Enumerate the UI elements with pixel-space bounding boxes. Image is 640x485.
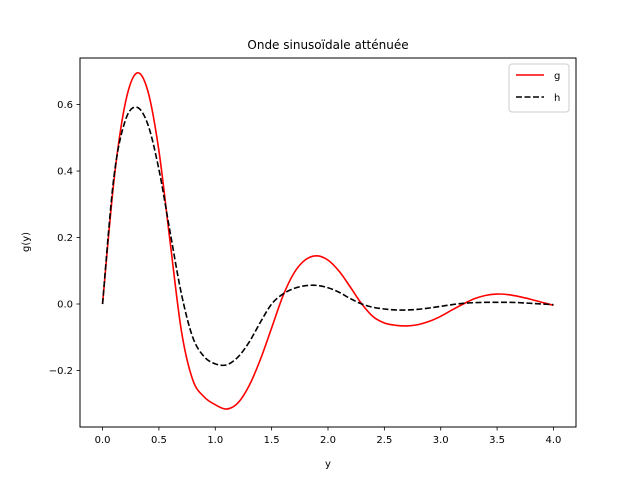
x-tick-label: 0.0 [95, 435, 111, 446]
x-tick-label: 2.5 [376, 435, 392, 446]
y-tick-label: −0.2 [49, 366, 73, 377]
x-tick-label: 1.5 [264, 435, 280, 446]
y-axis-ticks: −0.2 0.0 0.2 0.4 0.6 [49, 100, 80, 377]
x-axis-ticks: 0.0 0.5 1.0 1.5 2.0 2.5 3.0 3.5 4.0 [95, 427, 562, 446]
x-tick-label: 2.0 [320, 435, 336, 446]
y-axis-label: g(y) [21, 232, 32, 252]
series-line-g [101, 72, 554, 410]
x-tick-label: 1.0 [207, 435, 223, 446]
legend-label-h: h [554, 93, 560, 104]
x-tick-label: 4.0 [546, 435, 562, 446]
x-tick-label: 3.5 [489, 435, 505, 446]
legend-label-g: g [554, 71, 560, 82]
legend-box [508, 63, 570, 113]
x-axis-label: y [325, 459, 331, 470]
y-tick-label: 0.4 [57, 167, 73, 178]
series-group [101, 72, 554, 410]
series-line-h [101, 106, 554, 367]
y-tick-label: 0.0 [57, 300, 73, 311]
chart-title: Onde sinusoïdale atténuée [247, 38, 408, 52]
legend: g h [508, 63, 570, 113]
y-tick-label: 0.2 [57, 233, 73, 244]
y-tick-label: 0.6 [57, 100, 73, 111]
x-tick-label: 3.0 [433, 435, 449, 446]
x-tick-label: 0.5 [151, 435, 167, 446]
